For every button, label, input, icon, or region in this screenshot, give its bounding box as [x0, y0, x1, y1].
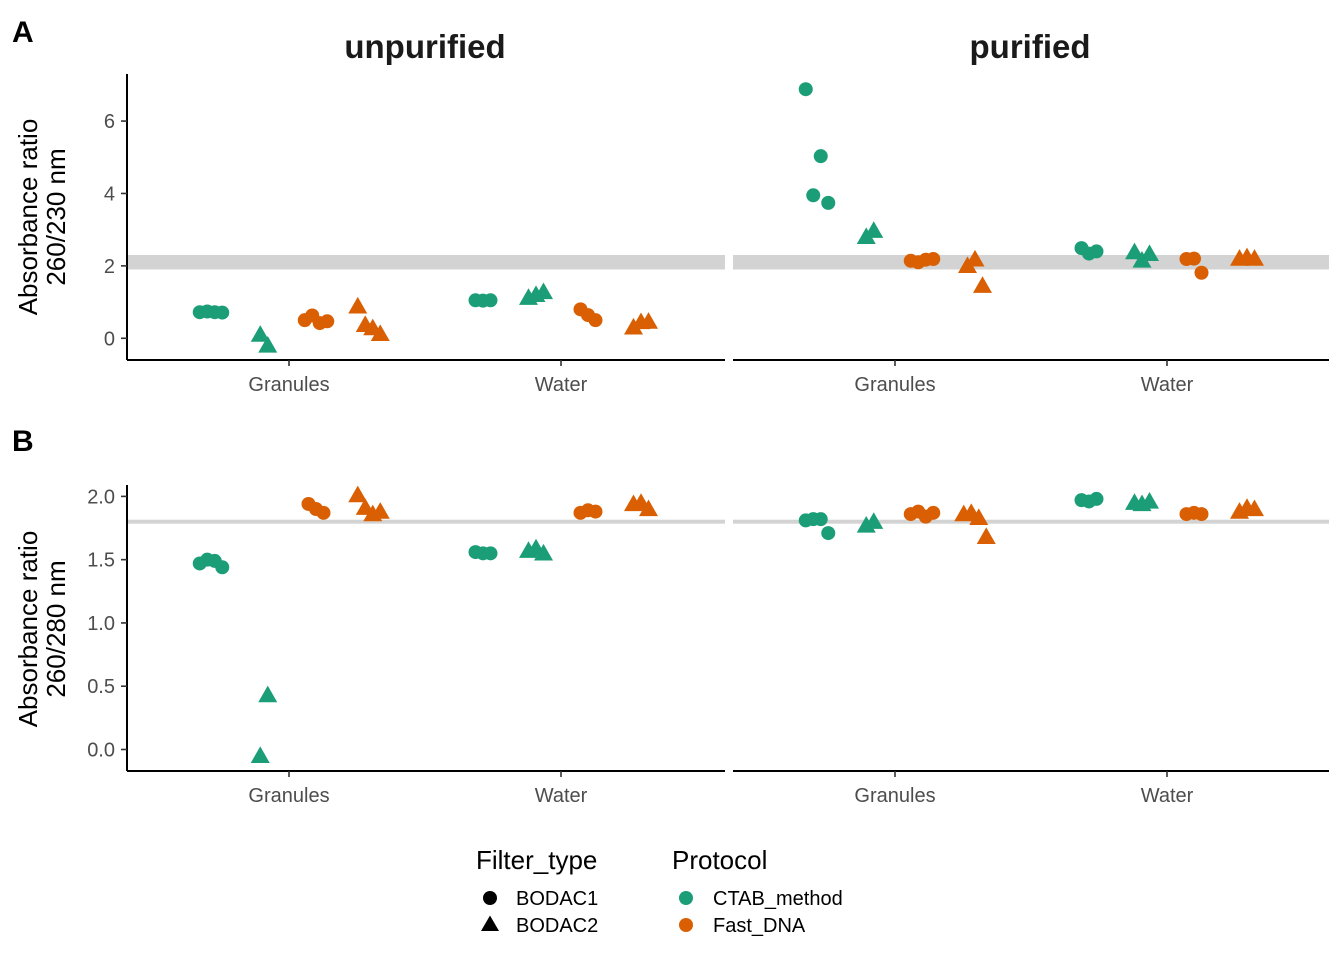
- x-tick-label-panel-b-unpurified-granules: Granules: [248, 785, 329, 807]
- point-panel-b-purified-granules-fast_dna-bodac1-3: [926, 505, 941, 520]
- x-tick-label-panel-a-unpurified-granules: Granules: [248, 374, 329, 396]
- point-panel-b-unpurified-granules-fast_dna-bodac1-2: [316, 505, 331, 520]
- point-panel-a-purified-granules-ctab_method-bodac1-3: [821, 195, 836, 210]
- point-panel-a-purified-water-ctab_method-bodac2-2: [1140, 244, 1159, 262]
- point-panel-a-unpurified-granules-fast_dna-bodac2-0: [348, 296, 368, 314]
- legend-key-ctab-method: [679, 891, 693, 905]
- legend-title-filter-type: Filter_type: [476, 845, 597, 875]
- point-panel-b-unpurified-water-ctab_method-bodac2-2: [534, 543, 553, 561]
- reference-band-panel-a-unpurified: [127, 255, 725, 270]
- point-panel-b-unpurified-granules-ctab_method-bodac2-0: [250, 746, 270, 763]
- y-axis-title-a-line2: 260/230 nm: [41, 148, 71, 285]
- x-tick-label-panel-a-purified-granules: Granules: [854, 374, 935, 396]
- y-axis-title-b-line1: Absorbance ratio: [13, 531, 43, 728]
- point-panel-b-unpurified-water-fast_dna-bodac2-2: [639, 499, 658, 517]
- point-panel-b-purified-granules-fast_dna-bodac2-3: [976, 527, 996, 545]
- panel-label-b: B: [12, 425, 34, 458]
- point-panel-a-purified-granules-ctab_method-bodac2-1: [864, 221, 884, 238]
- point-panel-a-unpurified-granules-ctab_method-bodac2-1: [258, 336, 278, 353]
- point-panel-a-purified-granules-fast_dna-bodac2-2: [973, 276, 992, 293]
- point-panel-a-purified-granules-ctab_method-bodac1-0: [798, 82, 813, 97]
- y-axis-title-b-line2: 260/280 nm: [41, 560, 71, 697]
- y-tick-label-panel-a-3: 6: [104, 111, 115, 133]
- point-panel-b-unpurified-granules-ctab_method-bodac1-3: [215, 560, 230, 575]
- legend-label-fast-dna: Fast_DNA: [713, 915, 806, 937]
- facet-title-unpurified: unpurified: [344, 28, 505, 65]
- point-panel-b-purified-water-fast_dna-bodac2-2: [1245, 499, 1264, 517]
- x-tick-label-panel-a-unpurified-water: Water: [535, 374, 588, 396]
- legend-label-bodac2: BODAC2: [516, 915, 598, 937]
- y-axis-title-a: Absorbance ratio 260/230 nm: [13, 119, 71, 316]
- x-tick-label-panel-b-purified-water: Water: [1141, 785, 1194, 807]
- point-panel-a-purified-granules-fast_dna-bodac1-3: [926, 251, 941, 266]
- point-panel-a-purified-water-fast_dna-bodac1-2: [1194, 265, 1209, 280]
- y-tick-label-panel-b-4: 2.0: [87, 486, 115, 508]
- axes: Granules Water Granules Water 0 2 4 6 Granules Wa…: [87, 74, 1329, 807]
- point-panel-b-unpurified-granules-fast_dna-bodac2-0: [348, 485, 368, 503]
- point-panel-a-unpurified-granules-fast_dna-bodac1-3: [320, 314, 335, 329]
- x-tick-label-panel-a-purified-water: Water: [1141, 374, 1194, 396]
- y-tick-label-panel-b-0: 0.0: [87, 739, 115, 761]
- x-tick-label-panel-b-unpurified-water: Water: [535, 785, 588, 807]
- y-tick-label-panel-a-0: 0: [104, 328, 115, 350]
- panel-label-a: A: [12, 16, 34, 49]
- y-axis-title-b: Absorbance ratio 260/280 nm: [13, 531, 71, 728]
- point-panel-a-unpurified-water-ctab_method-bodac1-2: [483, 293, 498, 308]
- legend-label-bodac1: BODAC1: [516, 888, 598, 910]
- point-panel-b-unpurified-granules-ctab_method-bodac2-1: [258, 685, 278, 703]
- point-panel-b-purified-water-ctab_method-bodac1-2: [1089, 491, 1104, 506]
- legend: Filter_type BODAC1 BODAC2 Protocol CTAB_…: [476, 845, 843, 937]
- data-points: [192, 82, 1264, 763]
- point-panel-b-unpurified-water-fast_dna-bodac1-2: [588, 504, 603, 519]
- legend-key-fast-dna: [679, 918, 693, 932]
- point-panel-b-purified-granules-ctab_method-bodac1-3: [821, 526, 836, 541]
- point-panel-b-purified-water-ctab_method-bodac2-2: [1140, 491, 1159, 509]
- point-panel-a-purified-granules-ctab_method-bodac1-2: [813, 149, 828, 164]
- point-panel-a-unpurified-water-fast_dna-bodac1-2: [588, 313, 603, 328]
- point-panel-a-purified-water-ctab_method-bodac1-2: [1089, 244, 1104, 259]
- legend-label-ctab-method: CTAB_method: [713, 888, 843, 910]
- legend-key-bodac1: [483, 891, 497, 905]
- y-axis-title-a-line1: Absorbance ratio: [13, 119, 43, 316]
- point-panel-a-unpurified-water-ctab_method-bodac2-2: [534, 282, 553, 300]
- point-panel-b-unpurified-water-ctab_method-bodac1-2: [483, 546, 498, 561]
- point-panel-a-unpurified-granules-ctab_method-bodac1-3: [215, 305, 230, 320]
- point-panel-b-unpurified-granules-fast_dna-bodac2-3: [370, 502, 390, 519]
- point-panel-a-purified-water-ctab_method-bodac2-0: [1125, 242, 1144, 260]
- y-tick-label-panel-b-3: 1.5: [87, 550, 115, 572]
- reference-band-panel-b-purified: [733, 519, 1329, 524]
- point-panel-b-purified-granules-ctab_method-bodac2-1: [864, 512, 884, 529]
- point-panel-b-purified-granules-fast_dna-bodac2-2: [969, 508, 989, 526]
- facet-title-purified: purified: [970, 28, 1091, 65]
- y-tick-label-panel-b-1: 0.5: [87, 676, 115, 698]
- point-panel-a-purified-granules-ctab_method-bodac1-1: [806, 188, 821, 203]
- point-panel-a-unpurified-granules-fast_dna-bodac2-3: [370, 324, 390, 342]
- legend-key-bodac2: [481, 915, 499, 931]
- point-panel-a-purified-water-fast_dna-bodac2-2: [1245, 249, 1264, 266]
- x-tick-label-panel-b-purified-granules: Granules: [854, 785, 935, 807]
- point-panel-a-purified-granules-fast_dna-bodac2-1: [965, 249, 985, 267]
- point-panel-b-purified-granules-ctab_method-bodac1-2: [813, 512, 828, 527]
- point-panel-a-purified-water-fast_dna-bodac1-1: [1187, 251, 1201, 266]
- y-tick-label-panel-a-1: 2: [104, 256, 115, 278]
- y-tick-label-panel-b-2: 1.0: [87, 613, 115, 635]
- reference-band-panel-b-unpurified: [127, 519, 725, 524]
- point-panel-a-unpurified-granules-ctab_method-bodac2-0: [250, 325, 270, 342]
- legend-title-protocol: Protocol: [672, 845, 767, 875]
- point-panel-b-purified-water-fast_dna-bodac1-2: [1194, 507, 1209, 522]
- y-tick-label-panel-a-2: 4: [104, 183, 115, 205]
- point-panel-a-unpurified-water-fast_dna-bodac2-2: [639, 312, 658, 329]
